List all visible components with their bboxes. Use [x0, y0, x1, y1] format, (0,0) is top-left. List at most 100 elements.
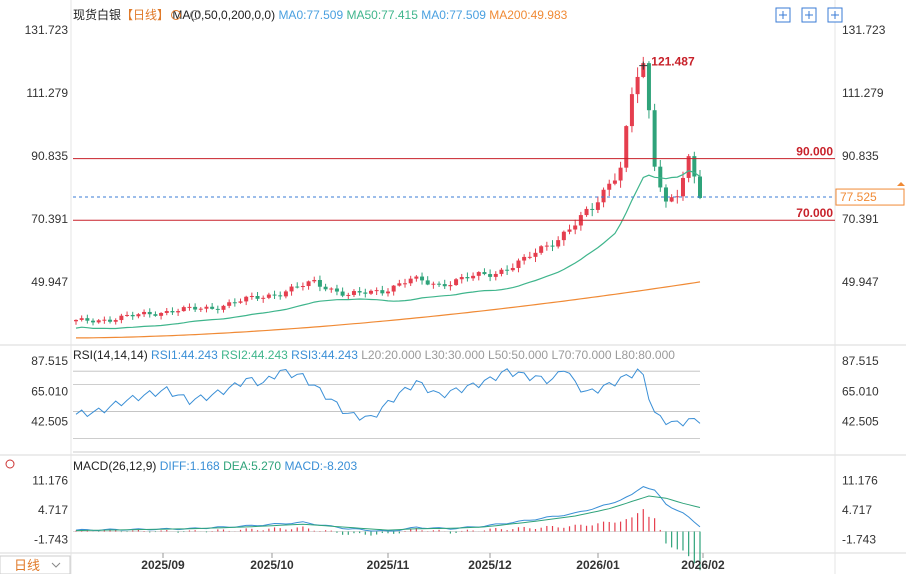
candle-body: [130, 314, 135, 317]
legend: 现货白银【日线】 MA(0,50,0,200,0,0) MA0:77.509 M…: [5, 7, 843, 473]
candle-body: [210, 306, 215, 309]
candle-body: [420, 276, 425, 281]
x-tick-label: 2025/10: [250, 558, 294, 572]
rsi-tick-right: 42.505: [842, 415, 879, 429]
candle-body: [323, 286, 328, 290]
candle-body: [391, 285, 396, 292]
candle-body: [425, 280, 430, 285]
ma-value: MA50:77.415: [346, 8, 421, 22]
rsi-tick-right: 65.010: [842, 384, 879, 398]
price-tick-right: 111.279: [842, 86, 884, 100]
candle-body: [505, 269, 510, 271]
candle-body: [79, 318, 84, 320]
macd-value: MACD:-8.203: [284, 459, 357, 473]
macd-legend: MACD(26,12,9) DIFF:1.168 DEA:5.270 MACD:…: [73, 459, 357, 473]
candle-body: [641, 63, 646, 77]
candle-body: [289, 286, 294, 292]
candle-body: [522, 256, 527, 261]
macd-panel: [73, 486, 701, 571]
candle-body: [595, 202, 600, 210]
candle-body: [91, 320, 96, 323]
candle-body: [408, 278, 413, 284]
macd-axis: 11.176 11.176 4.717 4.717 -1.743 -1.743: [32, 474, 878, 547]
candle-body: [414, 276, 419, 279]
rsi-label: RSI(14,14,14): [73, 348, 151, 362]
rsi-axis: 87.515 87.515 65.010 65.010 42.505 42.505: [31, 354, 879, 429]
ma-label: MA(0,50,0,200,0,0): [172, 8, 278, 22]
candle-body: [510, 267, 515, 271]
dea-line: [75, 495, 701, 532]
last-price-label: 77.525: [840, 190, 877, 204]
x-tick-label: 2026/01: [576, 558, 620, 572]
last-price-box: [835, 188, 905, 206]
candle-body: [374, 290, 379, 292]
candle-body: [170, 311, 175, 313]
ma50-line: [75, 170, 701, 330]
candle-body: [652, 110, 657, 167]
candle-body: [334, 288, 339, 292]
candle-body: [204, 306, 209, 309]
hline-label: 90.000: [796, 145, 833, 159]
candle-body: [113, 320, 118, 322]
ma-value: MA200:49.983: [489, 8, 567, 22]
price-tick-right: 131.723: [842, 23, 886, 37]
candle-body: [198, 308, 203, 310]
candle-body: [278, 295, 283, 297]
price-axis: 131.723 131.723 111.279 111.279 90.835 90.835…: [25, 23, 886, 289]
rsi-value: L30:30.000: [425, 348, 488, 362]
candle-body: [261, 297, 266, 299]
candle-body: [561, 231, 566, 241]
candle-body: [386, 291, 390, 294]
candle-body: [476, 272, 481, 276]
candle-body: [482, 272, 487, 275]
macd-value: DEA:5.270: [223, 459, 284, 473]
candle-body: [181, 307, 186, 312]
candle-body: [85, 318, 90, 321]
rsi-tick-left: 42.505: [31, 415, 68, 429]
x-tick-label: 2025/11: [367, 558, 410, 572]
candle-body: [437, 283, 442, 285]
candle-body: [663, 187, 668, 202]
period-button[interactable]: [0, 555, 71, 574]
candle-body: [584, 208, 589, 216]
candle-body: [232, 302, 237, 304]
candle-body: [283, 291, 288, 297]
settings-icon: [171, 10, 181, 20]
rsi-value: L80:80.000: [615, 348, 675, 362]
candle-body: [221, 305, 226, 310]
rsi-tick-right: 87.515: [842, 354, 879, 368]
candle-body: [368, 290, 373, 294]
macd-value: DIFF:1.168: [160, 459, 223, 473]
candle-body: [448, 285, 453, 287]
candle-body: [607, 183, 612, 190]
rsi-panel: [73, 368, 701, 453]
candle-body: [193, 306, 198, 310]
price-tick-right: 49.947: [842, 275, 879, 289]
candle-body: [454, 279, 459, 286]
price-tick-right: 90.835: [842, 149, 879, 163]
ma-value: MA0:77.509: [278, 8, 346, 22]
candle-body: [153, 314, 158, 316]
price-up-arrow-icon: [897, 182, 905, 187]
candle-body: [255, 296, 260, 299]
x-tick-label: 2025/12: [468, 558, 512, 572]
diff-line: [75, 486, 701, 532]
candle-body: [612, 180, 617, 184]
candle-body: [74, 319, 78, 322]
period-button-label[interactable]: 日线: [14, 558, 40, 573]
rsi-tick-left: 65.010: [31, 384, 68, 398]
candle-body: [272, 294, 277, 296]
candle-body: [329, 288, 334, 290]
rsi-value: L20:20.000: [361, 348, 424, 362]
candle-body: [351, 291, 356, 295]
candle-body: [312, 279, 317, 282]
macd-tick-right: 11.176: [842, 474, 878, 488]
candle-body: [590, 208, 595, 210]
candle-body: [698, 176, 702, 198]
candle-body: [471, 275, 476, 279]
macd-tick-right: 4.717: [842, 503, 872, 517]
chart-title: 现货白银: [73, 7, 121, 22]
candle-body: [266, 294, 271, 298]
